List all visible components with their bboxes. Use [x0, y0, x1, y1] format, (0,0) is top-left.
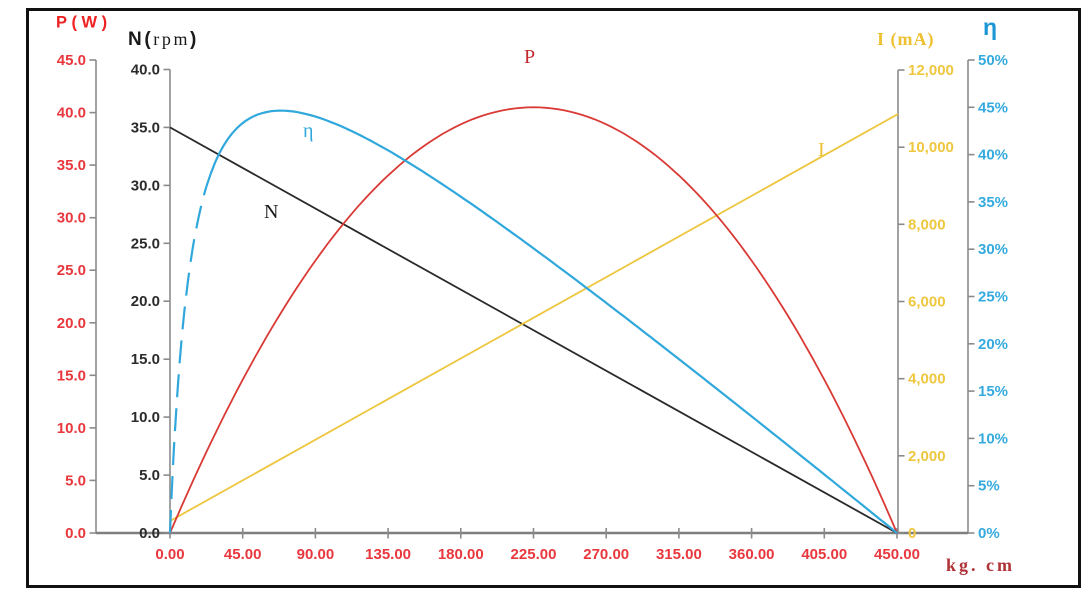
- svg-text:0%: 0%: [978, 525, 1000, 542]
- svg-text:40%: 40%: [978, 147, 1008, 164]
- svg-text:N(rpm): N(rpm): [128, 29, 199, 50]
- svg-text:0.0: 0.0: [65, 525, 86, 542]
- svg-text:450.00: 450.00: [874, 546, 920, 563]
- svg-text:8,000: 8,000: [908, 216, 946, 233]
- svg-text:270.00: 270.00: [583, 546, 629, 563]
- svg-text:25%: 25%: [978, 289, 1008, 306]
- svg-text:2,000: 2,000: [908, 448, 946, 465]
- svg-text:10%: 10%: [978, 430, 1008, 447]
- svg-text:5.0: 5.0: [65, 472, 86, 489]
- svg-text:0.00: 0.00: [155, 546, 184, 563]
- svg-text:5.0: 5.0: [139, 467, 160, 484]
- svg-text:15.0: 15.0: [57, 367, 86, 384]
- svg-text:4,000: 4,000: [908, 371, 946, 388]
- svg-text:η: η: [303, 120, 313, 142]
- svg-text:15%: 15%: [978, 383, 1008, 400]
- svg-text:kg. cm: kg. cm: [946, 555, 1015, 575]
- svg-text:40.0: 40.0: [131, 62, 160, 79]
- svg-text:20%: 20%: [978, 336, 1008, 353]
- svg-text:10.0: 10.0: [131, 409, 160, 426]
- svg-text:135.00: 135.00: [365, 546, 411, 563]
- svg-text:20.0: 20.0: [57, 315, 86, 332]
- svg-text:η: η: [983, 14, 997, 40]
- svg-text:30.0: 30.0: [57, 210, 86, 227]
- svg-text:15.0: 15.0: [131, 351, 160, 368]
- svg-text:360.00: 360.00: [729, 546, 775, 563]
- svg-text:P(W): P(W): [56, 14, 112, 32]
- svg-text:10,000: 10,000: [908, 139, 954, 156]
- svg-text:25.0: 25.0: [57, 262, 86, 279]
- svg-text:N: N: [264, 201, 278, 223]
- svg-text:30%: 30%: [978, 241, 1008, 258]
- svg-text:0: 0: [908, 525, 916, 542]
- svg-text:40.0: 40.0: [57, 105, 86, 122]
- svg-text:5%: 5%: [978, 478, 1000, 495]
- svg-text:405.00: 405.00: [801, 546, 847, 563]
- svg-text:45%: 45%: [978, 99, 1008, 116]
- svg-text:30.0: 30.0: [131, 177, 160, 194]
- svg-text:35.0: 35.0: [131, 119, 160, 136]
- svg-text:I (mA): I (mA): [877, 29, 935, 50]
- svg-text:10.0: 10.0: [57, 420, 86, 437]
- svg-text:35%: 35%: [978, 194, 1008, 211]
- svg-text:6,000: 6,000: [908, 294, 946, 311]
- svg-text:45.0: 45.0: [57, 52, 86, 69]
- svg-text:50%: 50%: [978, 52, 1008, 69]
- svg-text:90.00: 90.00: [297, 546, 335, 563]
- svg-text:45.00: 45.00: [224, 546, 262, 563]
- svg-text:225.00: 225.00: [511, 546, 557, 563]
- svg-text:35.0: 35.0: [57, 157, 86, 174]
- svg-text:20.0: 20.0: [131, 293, 160, 310]
- svg-text:180.00: 180.00: [438, 546, 484, 563]
- svg-text:315.00: 315.00: [656, 546, 702, 563]
- svg-text:I: I: [818, 139, 825, 161]
- svg-text:12,000: 12,000: [908, 62, 954, 79]
- svg-text:25.0: 25.0: [131, 235, 160, 252]
- svg-text:0.0: 0.0: [139, 525, 160, 542]
- svg-text:P: P: [524, 46, 535, 68]
